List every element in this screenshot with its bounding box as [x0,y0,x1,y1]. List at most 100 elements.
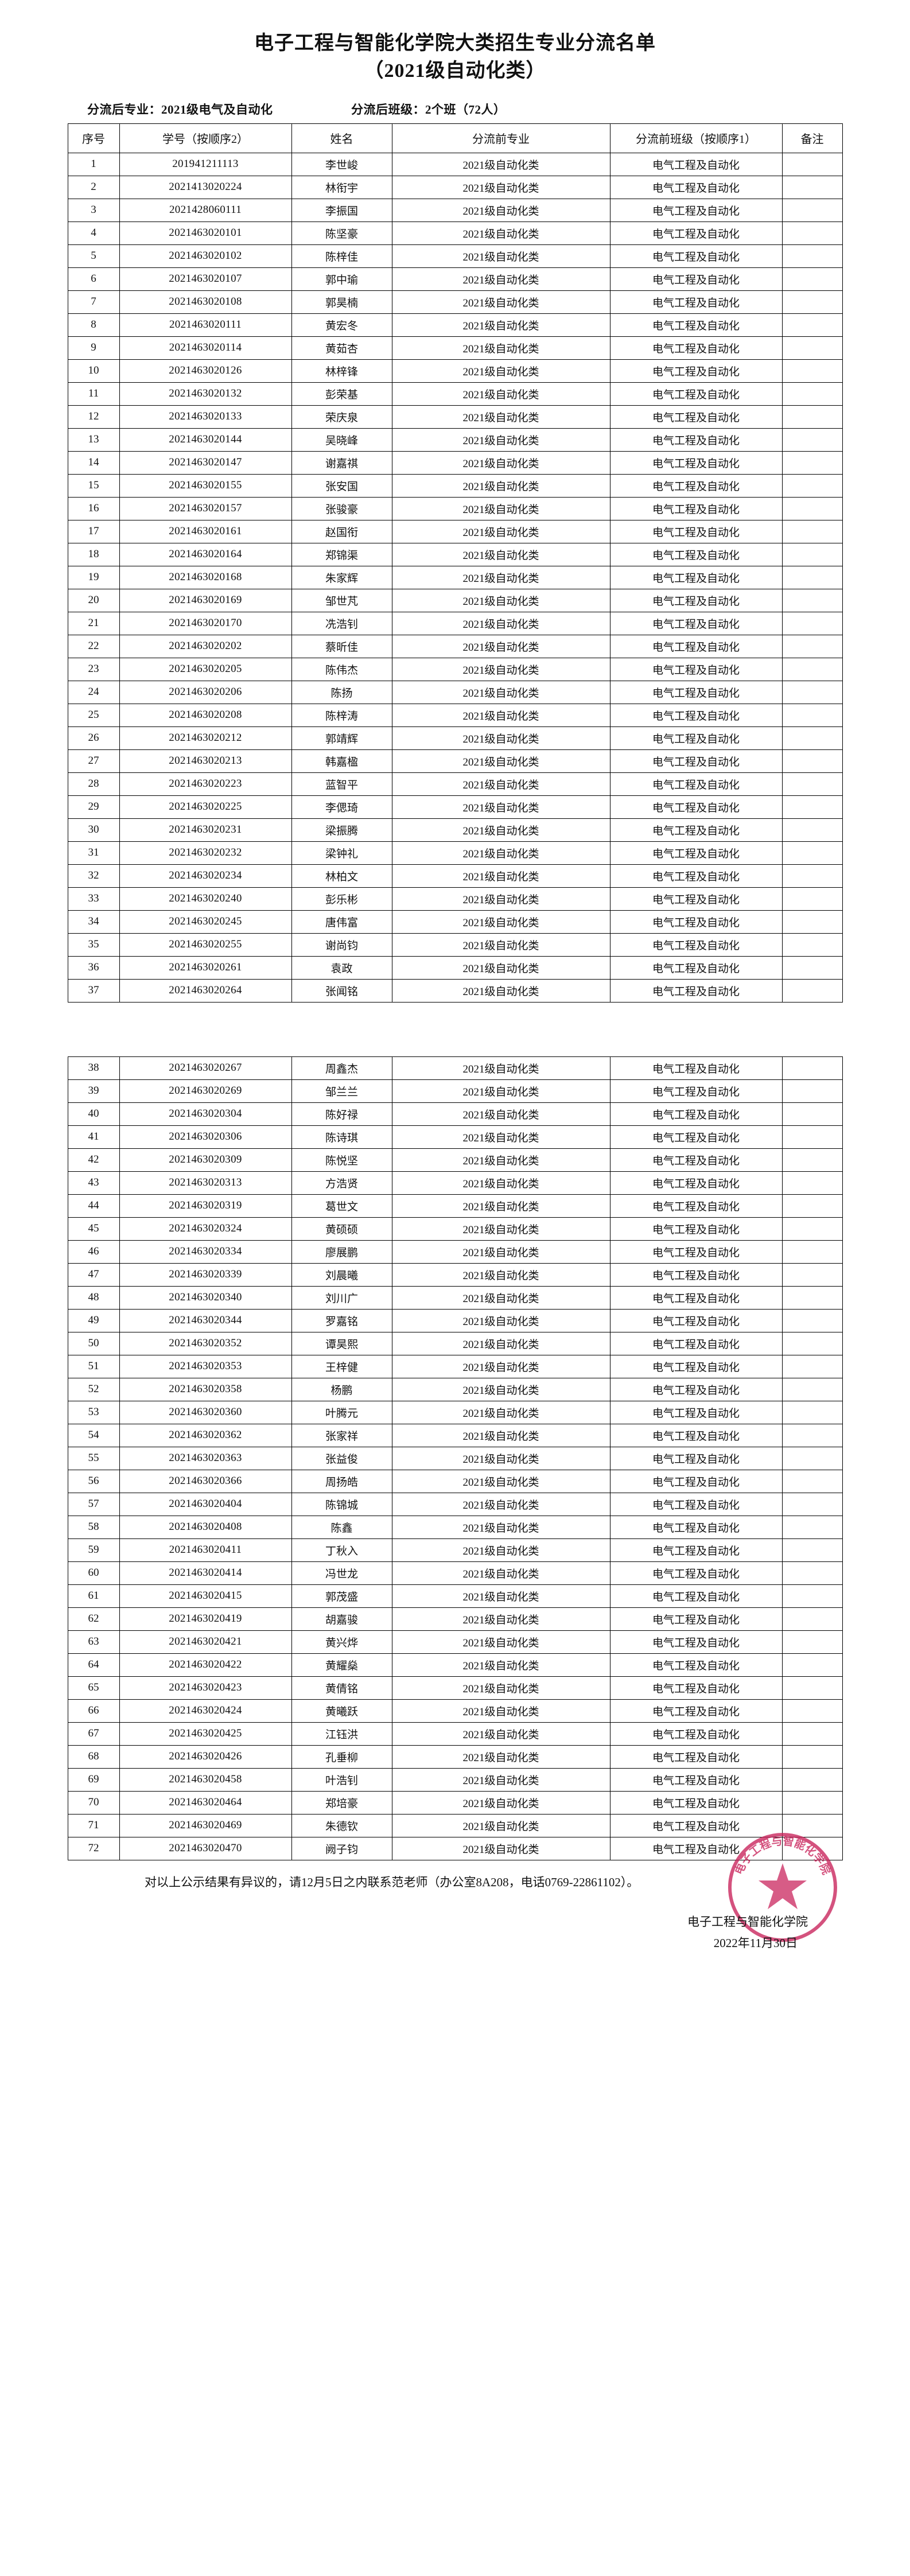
cell-major-before: 2021级自动化类 [391,955,610,980]
cell-remark [781,496,843,520]
cell-index: 66 [67,1699,120,1723]
cell-remark [781,244,843,268]
cell-class-before: 电气工程及自动化 [609,450,783,475]
cell-index: 17 [67,519,120,543]
cell-remark [781,1079,843,1103]
cell-student-id: 2021463020269 [119,1079,292,1103]
table-row: 55 2021463020363 张益俊 2021级自动化类 电气工程及自动化 [67,1446,843,1470]
cell-student-id: 2021463020234 [119,864,292,888]
cell-student-id: 2021463020169 [119,588,292,612]
cell-name: 梁振腾 [291,818,392,842]
cell-name: 谭昊熙 [291,1331,392,1355]
cell-remark [781,1538,843,1562]
table-row: 3 2021428060111 李振国 2021级自动化类 电气工程及自动化 [67,198,843,222]
cell-name: 陈诗琪 [291,1125,392,1149]
cell-major-before: 2021级自动化类 [391,611,610,635]
cell-index: 27 [67,749,120,773]
cell-index: 31 [67,841,120,865]
document-page-2: 38 2021463020267 周鑫杰 2021级自动化类 电气工程及自动化 39 202… [0,1036,910,1977]
cell-remark [781,1194,843,1218]
cell-student-id: 2021463020232 [119,841,292,865]
cell-student-id: 2021463020425 [119,1722,292,1746]
cell-student-id: 2021463020352 [119,1331,292,1355]
table-row: 29 2021463020225 李偲琦 2021级自动化类 电气工程及自动化 [67,795,843,819]
cell-student-id: 2021463020267 [119,1056,292,1080]
table-row: 52 2021463020358 杨鹏 2021级自动化类 电气工程及自动化 [67,1377,843,1401]
cell-remark [781,221,843,245]
cell-class-before: 电气工程及自动化 [609,336,783,360]
table-row: 65 2021463020423 黄倩铭 2021级自动化类 电气工程及自动化 [67,1676,843,1700]
cell-class-before: 电气工程及自动化 [609,795,783,819]
cell-index: 19 [67,565,120,589]
cell-index: 58 [67,1515,120,1539]
cell-remark [781,405,843,429]
cell-student-id: 2021463020245 [119,910,292,934]
table-row: 24 2021463020206 陈扬 2021级自动化类 电气工程及自动化 [67,680,843,704]
cell-index: 23 [67,657,120,681]
cell-remark [781,611,843,635]
cell-major-before: 2021级自动化类 [391,267,610,291]
cell-class-before: 电气工程及自动化 [609,359,783,383]
cell-class-before: 电气工程及自动化 [609,1171,783,1195]
cell-student-id: 2021463020422 [119,1653,292,1677]
cell-remark [781,198,843,222]
cell-index: 20 [67,588,120,612]
cell-class-before: 电气工程及自动化 [609,1607,783,1631]
cell-remark [781,1790,843,1815]
cell-student-id: 2021463020240 [119,887,292,911]
cell-class-before: 电气工程及自动化 [609,198,783,222]
cell-name: 陈锦城 [291,1492,392,1516]
cell-student-id: 2021428060111 [119,198,292,222]
cell-class-before: 电气工程及自动化 [609,1446,783,1470]
cell-remark [781,1354,843,1378]
cell-remark [781,1262,843,1287]
cell-major-before: 2021级自动化类 [391,1767,610,1792]
cell-remark [781,1056,843,1080]
cell-index: 14 [67,450,120,475]
cell-student-id: 2021463020170 [119,611,292,635]
cell-student-id: 2021463020231 [119,818,292,842]
table-row: 6 2021463020107 郭中瑜 2021级自动化类 电气工程及自动化 [67,267,843,291]
cell-class-before: 电气工程及自动化 [609,933,783,957]
cell-name: 黄曦跃 [291,1699,392,1723]
major-after-label: 分流后专业：2021级电气及自动化 [87,102,273,116]
cell-class-before: 电气工程及自动化 [609,1767,783,1792]
cell-remark [781,290,843,314]
cell-index: 39 [67,1079,120,1103]
cell-major-before: 2021级自动化类 [391,428,610,452]
cell-remark [781,1423,843,1447]
cell-student-id: 2021463020411 [119,1538,292,1562]
cell-remark [781,864,843,888]
cell-major-before: 2021级自动化类 [391,405,610,429]
table-row: 38 2021463020267 周鑫杰 2021级自动化类 电气工程及自动化 [67,1056,843,1080]
cell-class-before: 电气工程及自动化 [609,542,783,566]
cell-student-id: 2021463020424 [119,1699,292,1723]
column-header-major-before: 分流前专业 [391,123,610,153]
roster-table-page-1: 序号 学号（按顺序2） 姓名 分流前专业 分流前班级（按顺序1） 备注 1 201… [67,123,843,1003]
cell-index: 64 [67,1653,120,1677]
cell-name: 郭中瑜 [291,267,392,291]
cell-name: 周鑫杰 [291,1056,392,1080]
cell-name: 郭昊楠 [291,290,392,314]
table-row: 8 2021463020111 黄宏冬 2021级自动化类 电气工程及自动化 [67,313,843,337]
cell-student-id: 2021463020147 [119,450,292,475]
cell-remark [781,657,843,681]
cell-major-before: 2021级自动化类 [391,152,610,176]
table-row: 50 2021463020352 谭昊熙 2021级自动化类 电气工程及自动化 [67,1331,843,1355]
cell-index: 70 [67,1790,120,1815]
cell-class-before: 电气工程及自动化 [609,1125,783,1149]
table-row: 68 2021463020426 孔垂柳 2021级自动化类 电气工程及自动化 [67,1744,843,1769]
table-row: 37 2021463020264 张闻铭 2021级自动化类 电气工程及自动化 [67,978,843,1003]
cell-index: 13 [67,428,120,452]
cell-index: 7 [67,290,120,314]
cell-class-before: 电气工程及自动化 [609,428,783,452]
cell-index: 44 [67,1194,120,1218]
cell-name: 张安国 [291,473,392,498]
cell-name: 胡嘉骏 [291,1607,392,1631]
cell-class-before: 电气工程及自动化 [609,382,783,406]
table-row: 67 2021463020425 江钰洪 2021级自动化类 电气工程及自动化 [67,1722,843,1746]
cell-class-before: 电气工程及自动化 [609,703,783,727]
cell-index: 47 [67,1262,120,1287]
cell-index: 55 [67,1446,120,1470]
class-after-label: 分流后班级：2个班（72人） [351,102,506,116]
